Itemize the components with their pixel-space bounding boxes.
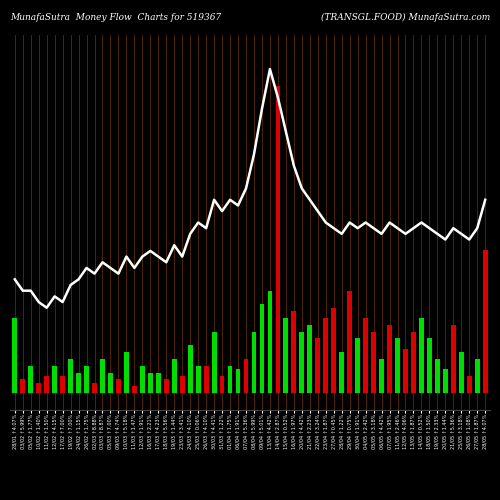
Bar — [276, 86, 280, 393]
Bar — [459, 352, 464, 393]
Bar — [236, 369, 240, 393]
Bar — [387, 325, 392, 393]
Bar — [300, 332, 304, 393]
Bar — [68, 359, 73, 393]
Text: (TRANSGL.FOOD) MunafaSutra.com: (TRANSGL.FOOD) MunafaSutra.com — [321, 12, 490, 22]
Bar — [371, 332, 376, 393]
Bar — [252, 332, 256, 393]
Bar — [108, 372, 113, 393]
Bar — [467, 376, 471, 393]
Bar — [355, 338, 360, 393]
Bar — [411, 332, 416, 393]
Bar — [188, 345, 192, 393]
Bar — [124, 352, 129, 393]
Bar — [36, 382, 41, 393]
Bar — [92, 382, 97, 393]
Bar — [132, 386, 137, 393]
Bar — [60, 376, 65, 393]
Bar — [52, 366, 57, 393]
Bar — [292, 311, 296, 393]
Bar — [100, 359, 105, 393]
Bar — [348, 290, 352, 393]
Bar — [379, 359, 384, 393]
Text: MunafaSutra  Money Flow  Charts for 519367: MunafaSutra Money Flow Charts for 519367 — [10, 12, 221, 22]
Bar — [443, 369, 448, 393]
Bar — [403, 348, 408, 393]
Bar — [324, 318, 328, 393]
Bar — [116, 380, 121, 393]
Bar — [427, 338, 432, 393]
Bar — [475, 359, 480, 393]
Bar — [284, 318, 288, 393]
Bar — [148, 372, 152, 393]
Bar — [180, 376, 184, 393]
Bar — [140, 366, 145, 393]
Bar — [340, 352, 344, 393]
Bar — [316, 338, 320, 393]
Bar — [204, 366, 208, 393]
Bar — [395, 338, 400, 393]
Bar — [164, 380, 168, 393]
Bar — [84, 366, 89, 393]
Bar — [196, 366, 200, 393]
Bar — [172, 359, 176, 393]
Bar — [156, 372, 160, 393]
Bar — [308, 325, 312, 393]
Bar — [12, 318, 17, 393]
Bar — [228, 366, 232, 393]
Bar — [419, 318, 424, 393]
Bar — [44, 376, 49, 393]
Bar — [451, 325, 456, 393]
Bar — [212, 332, 216, 393]
Bar — [244, 359, 248, 393]
Bar — [483, 250, 488, 393]
Bar — [268, 290, 272, 393]
Bar — [363, 318, 368, 393]
Bar — [20, 380, 25, 393]
Bar — [260, 304, 264, 393]
Bar — [435, 359, 440, 393]
Bar — [332, 308, 336, 393]
Bar — [76, 372, 81, 393]
Bar — [28, 366, 33, 393]
Bar — [220, 376, 224, 393]
